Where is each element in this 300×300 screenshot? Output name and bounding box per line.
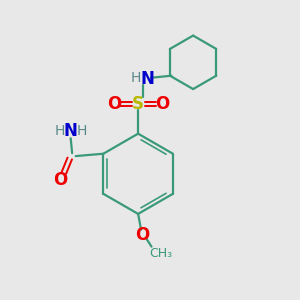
Text: CH₃: CH₃ xyxy=(149,247,172,260)
Text: H: H xyxy=(54,124,64,138)
Text: S: S xyxy=(132,95,144,113)
Text: O: O xyxy=(107,95,122,113)
Text: N: N xyxy=(64,122,78,140)
Text: O: O xyxy=(53,172,68,190)
Text: N: N xyxy=(140,70,154,88)
Text: O: O xyxy=(155,95,169,113)
Text: H: H xyxy=(77,124,87,138)
Text: O: O xyxy=(135,226,150,244)
Text: H: H xyxy=(130,71,141,85)
